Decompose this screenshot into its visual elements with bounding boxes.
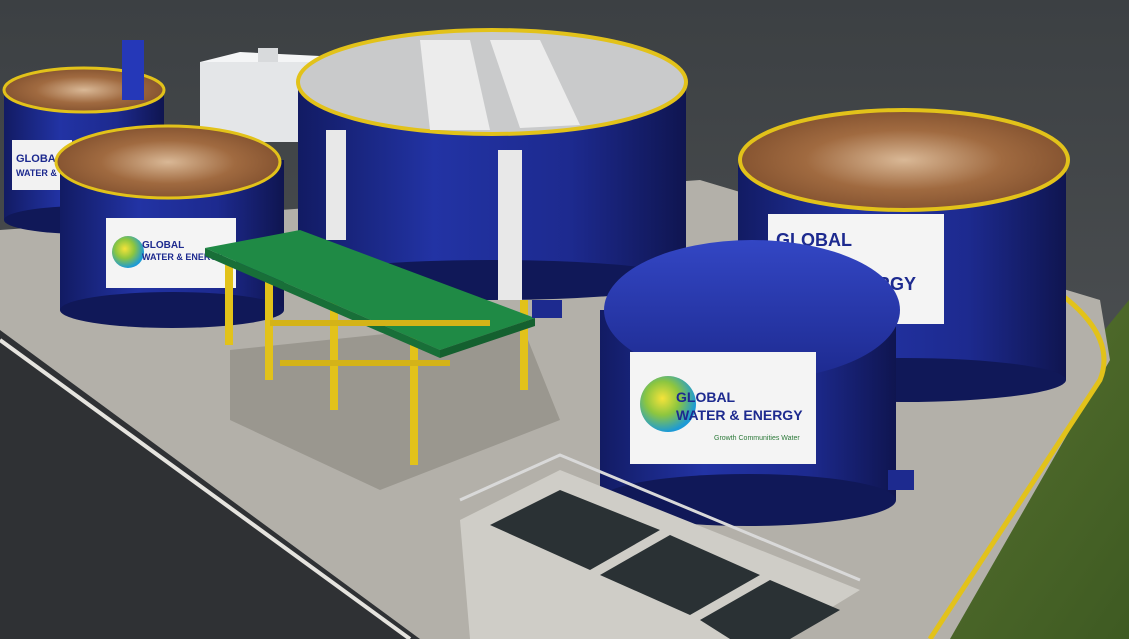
sedimentation-basin xyxy=(459,453,861,639)
pump-unit-center xyxy=(532,300,562,318)
tank-front-dome xyxy=(600,240,900,526)
pump-unit-right xyxy=(888,470,914,490)
sign-front-line1: GLOBAL xyxy=(676,389,736,405)
sign-front-line2: WATER & ENERGY xyxy=(676,407,803,423)
sign-left-back-line1: GLOBAL xyxy=(16,153,63,165)
tank-center-large xyxy=(296,28,688,300)
platform-edge-line xyxy=(0,338,412,639)
sign-left-middle-line2: WATER & ENERGY xyxy=(142,252,223,262)
tank-left-middle xyxy=(54,124,284,328)
sign-left-back-line2: WATER & xyxy=(16,168,57,178)
sign-front-tagline: Growth Communities Water xyxy=(714,435,800,442)
sign-left-middle-line1: GLOBAL xyxy=(142,240,184,251)
pump-shelter xyxy=(205,230,560,490)
